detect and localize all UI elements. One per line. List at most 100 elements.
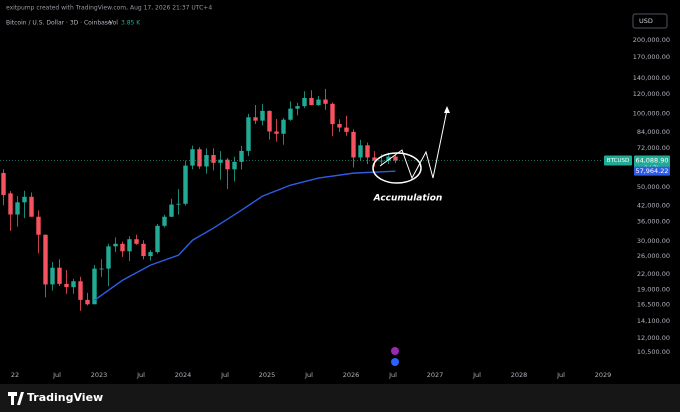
y-tick-label: 140,000.00 [633,74,670,82]
symbol-tag-text: BTCUSD [607,158,629,164]
x-tick-label: Jul [472,371,481,379]
currency-box[interactable] [632,13,668,29]
candle-body [358,145,363,158]
candle-body [274,131,279,134]
candle-body [162,216,167,226]
y-tick-label: 72,000.00 [637,144,670,152]
footer-bar [0,384,680,412]
event-icon[interactable] [391,358,399,366]
price-tag-text: 64,088.90 [635,157,668,165]
candle-body [92,268,97,305]
candle-body [316,99,321,106]
candle-body [113,243,118,247]
x-tick-label: 2029 [595,371,612,379]
annotation-text: Accumulation [373,194,443,204]
y-tick-label: 36,000.00 [637,218,670,226]
x-tick-label: 2023 [91,371,108,379]
candle-body [211,155,216,163]
ma-tag [634,166,670,176]
candle-body [22,196,27,203]
candle-body [36,216,41,235]
event-icon[interactable] [391,347,399,355]
candle-body [218,159,223,163]
candle-body [253,117,258,121]
candle-body [288,108,293,120]
x-tick-label: Jul [52,371,61,379]
candle-body [127,239,132,252]
candle-body [267,110,272,132]
candle-body [43,234,48,285]
y-tick-label: 200,000.00 [633,36,670,44]
candle-body [337,124,342,128]
candle-body [169,204,174,217]
y-tick-label: 26,000.00 [637,252,670,260]
y-tick-label: 22,000.00 [637,270,670,278]
candle-body [323,99,328,104]
projection-arrow [379,109,448,180]
x-tick-label: 2028 [511,371,528,379]
brand-logo [8,392,24,405]
credit: exitpump created with TradingView.com, A… [6,5,212,12]
x-tick-label: Jul [136,371,145,379]
candle-body [120,243,125,252]
y-tick-label: 50,000.00 [637,183,670,191]
ma-tag-text: 57,964.22 [635,167,668,175]
candle-body [393,156,398,161]
candle-body [155,225,160,253]
candle-body [372,157,377,161]
candle-body [386,156,391,161]
y-tick-label: 120,000.00 [633,90,670,98]
candle-body [64,283,69,288]
candle-body [183,165,188,204]
candle-body [85,299,90,305]
candle-body [281,119,286,134]
moving-average [94,170,396,301]
y-tick-label: 14,100.00 [637,317,670,325]
y-tick-label: 30,000.00 [637,237,670,245]
candle-body [8,193,13,215]
x-tick-label: Jul [220,371,229,379]
volume-label: Vol [109,20,118,27]
candle-body [309,97,314,106]
x-tick-label: Jul [388,371,397,379]
candle-body [50,267,55,285]
candle-body [99,268,104,270]
candle-body [379,160,384,162]
candle-body [29,196,34,217]
candle-body [204,155,209,167]
brand-name: TradingView [27,391,103,404]
candle-body [148,252,153,257]
x-tick-label: 2025 [259,371,276,379]
candle-body [57,267,62,284]
volume-value: 3.85 K [121,20,141,27]
candle-body [295,106,300,109]
y-tick-label: 10,500.00 [637,348,670,356]
candle-body [176,203,181,205]
y-tick-label: 100,000.00 [633,109,670,117]
candle-body [15,202,20,215]
candle-body [225,159,230,170]
x-tick-label: 2026 [343,371,360,379]
candle-body [260,110,265,121]
candle-body [141,243,146,257]
currency[interactable]: USD [639,17,653,25]
y-tick-label: 170,000.00 [633,53,670,61]
candle-body [330,103,335,125]
candle-body [351,131,356,158]
candle-body [197,149,202,167]
x-tick-label: 2027 [427,371,444,379]
candle-body [106,246,111,269]
candle-body [78,281,83,300]
x-tick-label: Jul [556,371,565,379]
candle-body [365,145,370,158]
y-tick-label: 16,500.00 [637,300,670,308]
y-tick-label: 19,000.00 [637,285,670,293]
candle-body [239,150,244,162]
y-tick-label: 42,000.00 [637,201,670,209]
candle-body [190,149,195,166]
symbol-legend: Bitcoin / U.S. Dollar · 3D · Coinbase [6,20,112,27]
candle-body [134,239,139,244]
